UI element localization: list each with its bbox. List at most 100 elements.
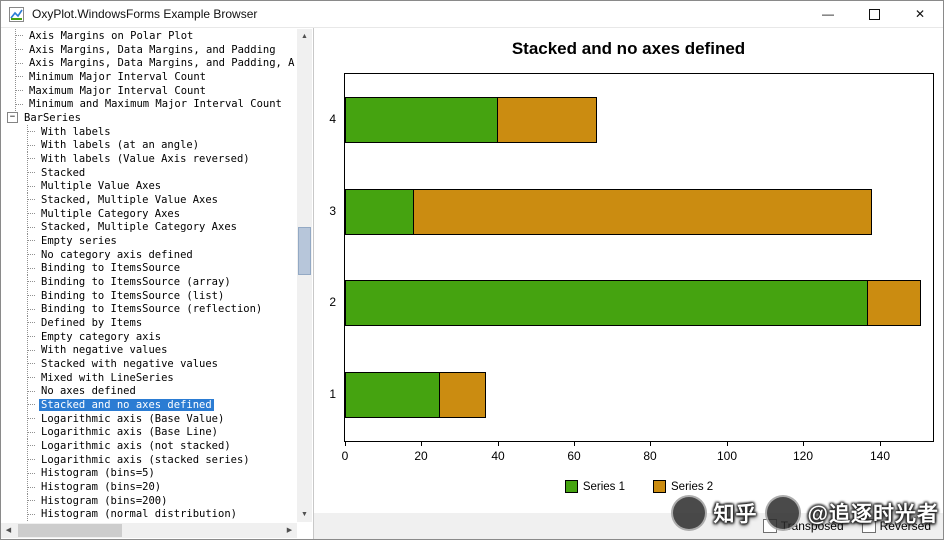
tree-item[interactable]: Maximum Major Interval Count: [1, 84, 296, 98]
window-title: OxyPlot.WindowsForms Example Browser: [32, 7, 258, 21]
y-axis-labels: 4 3 2 1: [314, 74, 340, 441]
tree-item[interactable]: Binding to ItemsSource (list): [1, 289, 296, 303]
tree-item[interactable]: With labels (Value Axis reversed): [1, 152, 296, 166]
y-axis-tick-label: 3: [329, 203, 336, 218]
legend-item: Series 1: [564, 480, 625, 493]
tree-item[interactable]: Logarithmic axis (not stacked): [1, 439, 296, 453]
tree-item-label: Maximum Major Interval Count: [29, 84, 207, 97]
tree-connector-icon: [27, 220, 37, 234]
tree-connector-icon: [27, 302, 37, 316]
close-icon[interactable]: ✕: [914, 7, 926, 21]
app-icon: [9, 6, 24, 22]
tree-item[interactable]: Histogram (bins=5): [1, 466, 296, 481]
chart-legend: Series 1 Series 2: [344, 480, 934, 493]
legend-swatch-icon: [653, 480, 666, 493]
tree-item[interactable]: With labels (at an angle): [1, 138, 296, 152]
tree-item-label: No axes defined: [41, 385, 136, 398]
tree-item[interactable]: Histogram (normal distribution): [1, 507, 296, 522]
scroll-down-icon[interactable]: ▼: [301, 511, 308, 518]
tree-item-label: Histogram (bins=200): [41, 494, 168, 507]
tree-connector-icon: [27, 330, 37, 344]
tree-item[interactable]: Binding to ItemsSource (array): [1, 275, 296, 289]
tree-item[interactable]: Minimum Major Interval Count: [1, 70, 296, 84]
tree-item[interactable]: With negative values: [1, 343, 296, 357]
tree-connector-icon: [27, 138, 37, 152]
collapse-expander-icon[interactable]: −: [7, 112, 18, 124]
tree-item[interactable]: Axis Margins on Polar Plot: [1, 29, 296, 43]
x-axis-tick-label: 80: [643, 449, 657, 463]
tree-connector-icon: [27, 179, 37, 193]
tree-item[interactable]: Stacked and no axes defined: [1, 398, 296, 412]
tree-item[interactable]: Logarithmic axis (stacked series): [1, 453, 296, 467]
x-axis-tick-label: 120: [792, 449, 814, 463]
tree-item-label: Binding to ItemsSource: [41, 262, 181, 275]
x-axis-tick-label: 20: [414, 449, 428, 463]
tree-item[interactable]: Empty series: [1, 234, 296, 248]
tree-connector-icon: [15, 84, 25, 98]
watermark: 知乎 @追逐时光者: [670, 495, 939, 531]
tree-item[interactable]: Binding to ItemsSource (reflection): [1, 302, 296, 316]
tree-connector-icon: [27, 398, 37, 412]
scroll-right-icon[interactable]: ▶: [286, 527, 293, 534]
tree-item[interactable]: With labels: [1, 125, 296, 139]
reversed-checkbox[interactable]: Reversed: [861, 519, 931, 533]
tree-item-label: Stacked and no axes defined: [39, 398, 214, 411]
tree-connector-icon: [27, 166, 37, 180]
tree-item[interactable]: Binding to ItemsSource: [1, 261, 296, 275]
tree-item[interactable]: Stacked, Multiple Value Axes: [1, 193, 296, 207]
tree-item[interactable]: Logarithmic axis (Base Line): [1, 425, 296, 439]
tree-connector-icon: [27, 234, 37, 248]
horizontal-scroll-thumb[interactable]: [18, 524, 122, 537]
bar-segment: [345, 189, 414, 235]
tree-connector-icon: [15, 29, 25, 43]
tree-connector-icon: [27, 480, 37, 494]
tree-vertical-scrollbar[interactable]: ▲ ▼: [297, 29, 312, 522]
tree-horizontal-scrollbar[interactable]: ◀ ▶: [1, 523, 297, 538]
y-axis-tick-label: 4: [329, 111, 336, 126]
tree-item-label: With negative values: [41, 344, 168, 357]
tree-item[interactable]: Mixed with LineSeries: [1, 371, 296, 385]
tree-item[interactable]: No axes defined: [1, 384, 296, 398]
reversed-checkbox-box[interactable]: [861, 519, 876, 533]
example-tree-panel: Axis Margins on Polar Plot Axis Margins, …: [1, 28, 314, 539]
watermark-brand: 知乎: [713, 503, 758, 526]
plot-area: [344, 73, 934, 442]
scroll-up-icon[interactable]: ▲: [301, 33, 308, 40]
tree-item[interactable]: Histogram (bins=200): [1, 494, 296, 508]
tree-item-label: Axis Margins, Data Margins, and Padding,…: [29, 57, 295, 70]
tree-item[interactable]: Minimum and Maximum Major Interval Count: [1, 97, 296, 111]
tree-item[interactable]: Multiple Category Axes: [1, 207, 296, 221]
minimize-icon[interactable]: —: [822, 7, 834, 21]
tree-item[interactable]: − BarSeries: [1, 111, 296, 125]
scroll-left-icon[interactable]: ◀: [5, 527, 12, 534]
tree-item[interactable]: Empty category axis: [1, 330, 296, 344]
tree-connector-icon: [15, 43, 25, 56]
x-axis-tick-mark: [421, 441, 422, 446]
maximize-icon[interactable]: [851, 1, 897, 27]
watermark-handle: @追逐时光者: [807, 503, 939, 526]
tree-item[interactable]: Multiple Value Axes: [1, 179, 296, 193]
tree-connector-icon: [15, 70, 25, 84]
tree-item[interactable]: Stacked with negative values: [1, 357, 296, 371]
tree-item[interactable]: Axis Margins, Data Margins, and Padding: [1, 43, 296, 57]
tree-item[interactable]: Defined by Items: [1, 316, 296, 330]
bar-segment: [345, 372, 440, 418]
tree-item[interactable]: Stacked, Multiple Category Axes: [1, 220, 296, 234]
vertical-scroll-thumb[interactable]: [298, 227, 311, 275]
x-axis-tick-mark: [880, 441, 881, 446]
tree-item-label: Binding to ItemsSource (array): [41, 275, 231, 288]
y-axis-tick-label: 1: [329, 387, 336, 402]
tree-item[interactable]: Stacked: [1, 166, 296, 180]
tree-item[interactable]: No category axis defined: [1, 248, 296, 262]
tree-item[interactable]: Logarithmic axis (Base Value): [1, 412, 296, 426]
plot-view: Stacked and no axes defined 4 3 2 1 0 20 40 60…: [314, 28, 943, 539]
bar-segment: [345, 97, 498, 143]
tree-item[interactable]: Axis Margins, Data Margins, and Padding,…: [1, 56, 296, 70]
tree-connector-icon: [27, 248, 37, 262]
tree-connector-icon: [27, 384, 37, 398]
tree-item-label: Empty series: [41, 234, 117, 247]
tree-item-label: Multiple Value Axes: [41, 180, 162, 193]
tree-item[interactable]: Histogram (bins=20): [1, 480, 296, 494]
tree-connector-icon: [27, 261, 37, 275]
